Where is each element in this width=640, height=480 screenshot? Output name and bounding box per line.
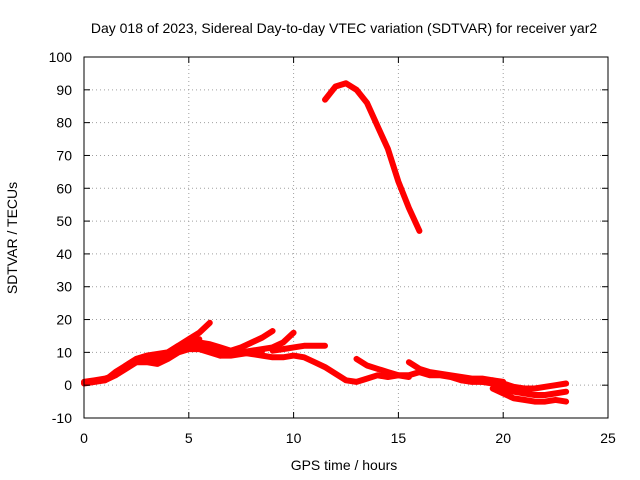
y-tick-label: 50 bbox=[56, 213, 72, 229]
y-tick-label: 40 bbox=[56, 246, 72, 262]
y-tick-label: 10 bbox=[56, 344, 72, 360]
x-tick-label: 15 bbox=[391, 430, 407, 446]
tick-labels: -10 0 10 20 30 40 50 60 70 80 90 100 0 5 10 15 20 25 bbox=[49, 49, 616, 446]
y-axis-label: SDTVAR / TECUs bbox=[4, 182, 20, 294]
x-axis-label: GPS time / hours bbox=[291, 457, 398, 473]
x-tick-label: 0 bbox=[80, 430, 88, 446]
y-tick-label: -10 bbox=[52, 410, 72, 426]
series-line-arc-11 bbox=[405, 359, 570, 392]
y-tick-label: 80 bbox=[56, 115, 72, 131]
series-line-arc-6 bbox=[206, 328, 276, 354]
y-tick-label: 30 bbox=[56, 279, 72, 295]
x-tick-label: 25 bbox=[600, 430, 616, 446]
plot-frame bbox=[83, 56, 609, 419]
series-line-arc-12 bbox=[458, 377, 570, 398]
x-tick-label: 10 bbox=[286, 430, 302, 446]
x-tick-label: 5 bbox=[185, 430, 193, 446]
series-line-arc-13 bbox=[489, 385, 570, 405]
y-tick-label: 90 bbox=[56, 82, 72, 98]
series-line-arc-7 bbox=[217, 329, 297, 359]
y-tick-label: 60 bbox=[56, 180, 72, 196]
series-group bbox=[81, 80, 570, 405]
chart-title: Day 018 of 2023, Sidereal Day-to-day VTE… bbox=[91, 20, 597, 36]
y-tick-label: 70 bbox=[56, 147, 72, 163]
y-tick-label: 100 bbox=[49, 49, 73, 65]
series-line-arc-9 bbox=[322, 80, 423, 234]
series-line-arc-8 bbox=[269, 342, 328, 354]
y-tick-label: 0 bbox=[64, 377, 72, 393]
y-tick-label: 20 bbox=[56, 312, 72, 328]
axis-ticks bbox=[83, 56, 609, 419]
x-tick-label: 20 bbox=[495, 430, 511, 446]
